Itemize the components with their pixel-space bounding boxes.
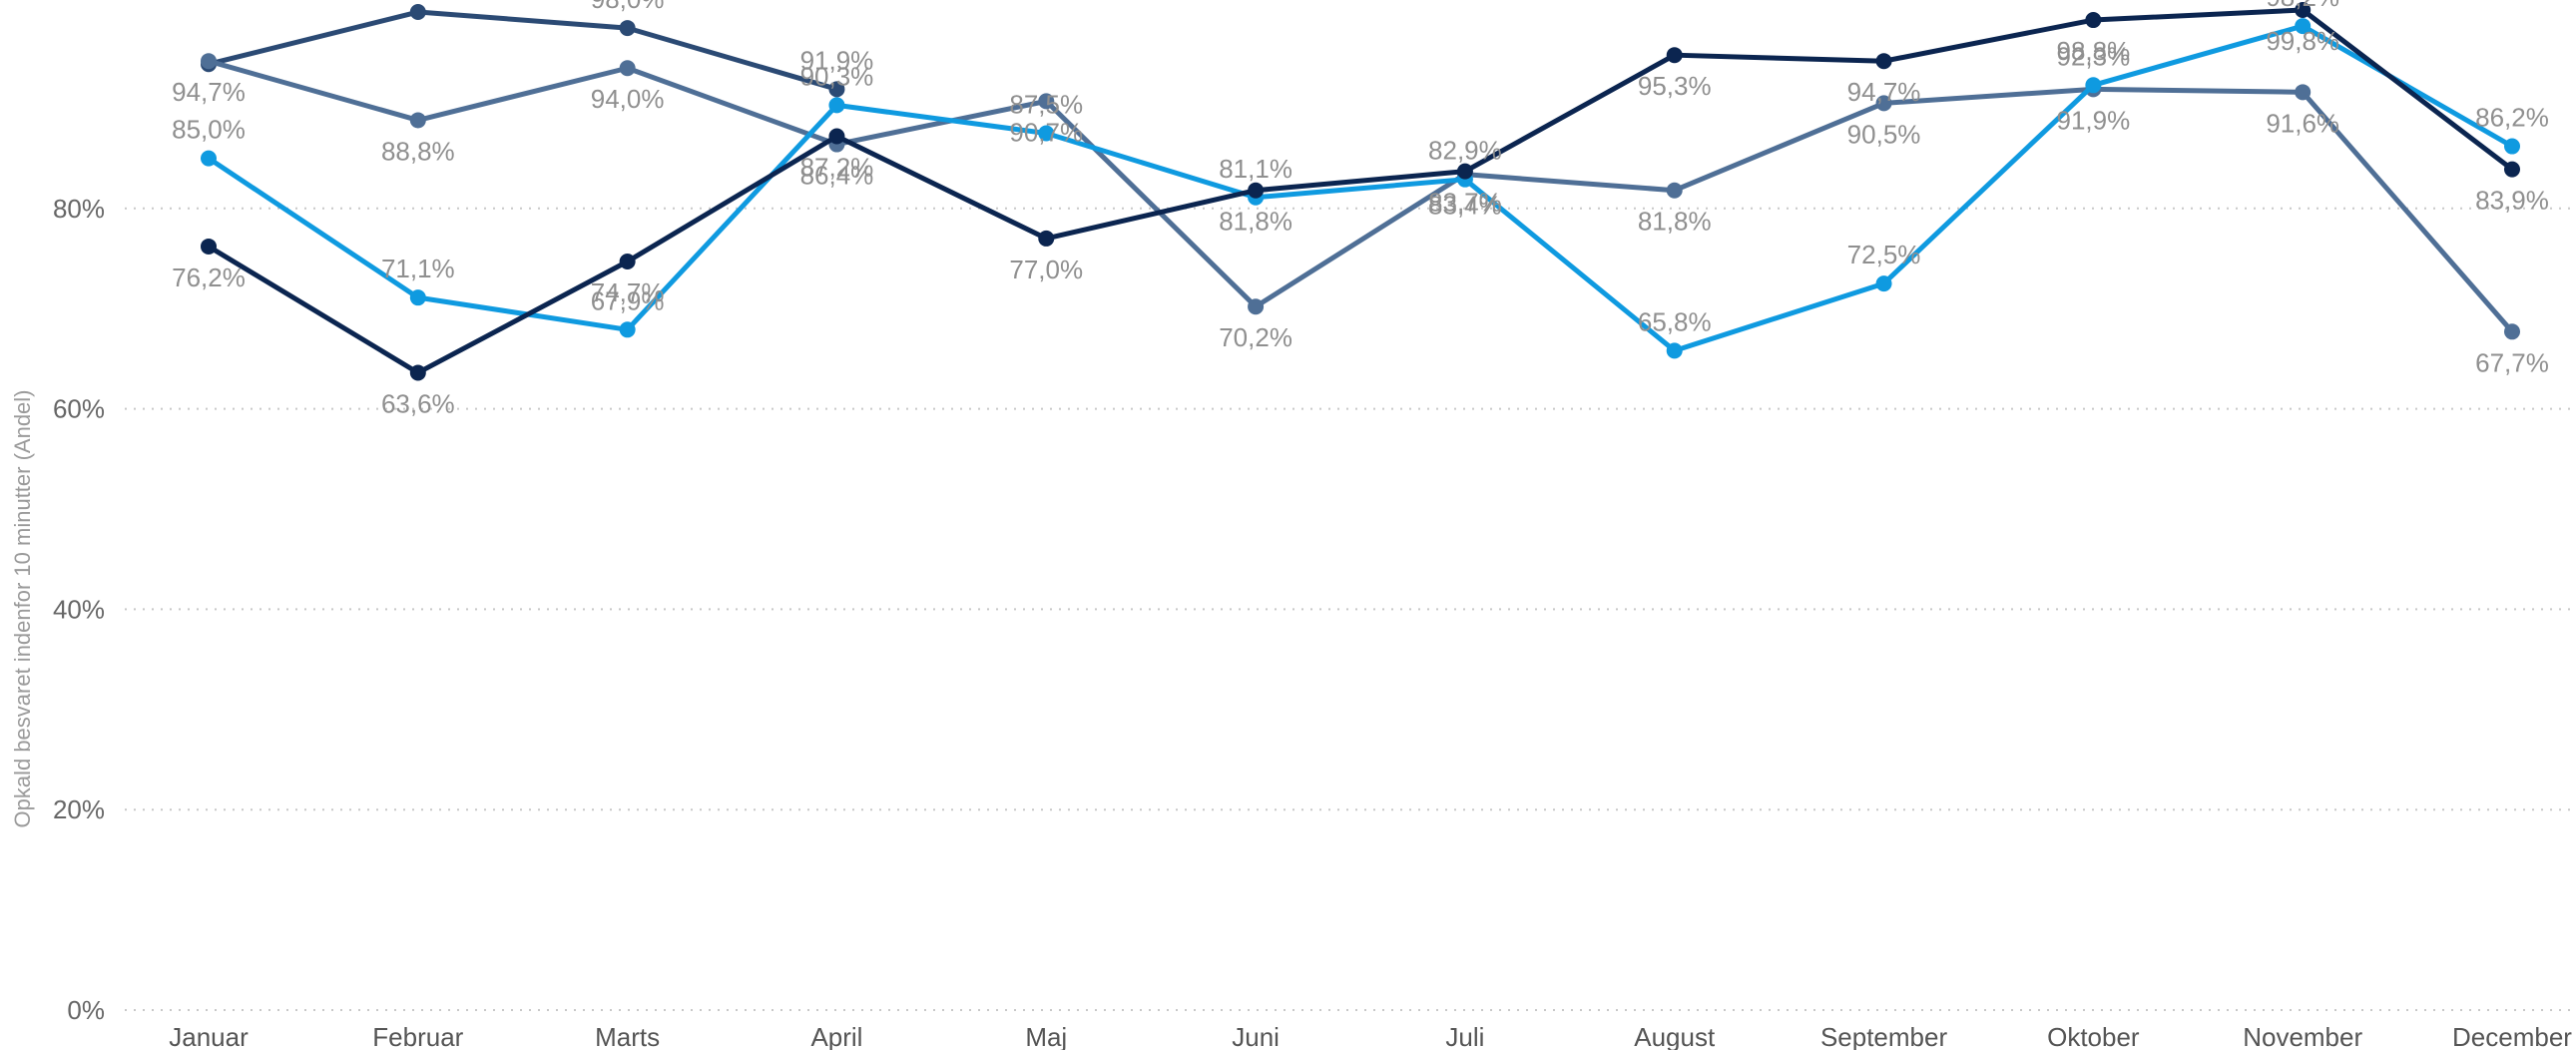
data-point	[201, 53, 217, 70]
data-label: 94,7%	[172, 77, 246, 107]
data-label: 98,8%	[2056, 36, 2130, 66]
data-point	[828, 128, 845, 145]
data-label: 77,0%	[1009, 255, 1083, 284]
data-point	[828, 97, 845, 114]
data-point	[619, 321, 636, 338]
y-axis-label: Opkald besvaret indenfor 10 minutter (An…	[10, 389, 35, 827]
data-label: 72,5%	[1847, 240, 1921, 269]
data-label: 92,3%	[2056, 41, 2130, 71]
data-point	[1248, 298, 1265, 315]
data-point	[1875, 275, 1892, 292]
x-tick-label: August	[1634, 1022, 1716, 1050]
data-label: 83,7%	[1428, 188, 1502, 218]
x-tick-label: December	[2452, 1022, 2572, 1050]
data-label: 67,9%	[591, 285, 665, 315]
data-point	[201, 238, 217, 255]
data-label: 86,4%	[800, 161, 874, 191]
data-label: 63,6%	[381, 388, 455, 418]
data-point	[1248, 182, 1265, 199]
x-tick-label: Marts	[595, 1022, 660, 1050]
data-point	[1038, 93, 1055, 110]
data-point	[828, 81, 845, 98]
data-point	[1875, 53, 1892, 70]
data-label: 91,9%	[2056, 105, 2130, 135]
data-label: 95,3%	[1638, 71, 1712, 101]
data-point	[619, 20, 636, 37]
data-label: 74,7%	[591, 277, 665, 307]
data-point	[619, 60, 636, 77]
data-point	[1666, 47, 1683, 64]
data-label: 67,7%	[2475, 347, 2549, 377]
data-point	[2504, 323, 2520, 340]
y-tick-label: 60%	[53, 394, 105, 424]
data-label: 71,1%	[381, 254, 455, 283]
data-point	[2085, 77, 2102, 94]
data-label: 87,5%	[1009, 90, 1083, 120]
series-line	[207, 7, 2514, 375]
data-point	[1875, 95, 1892, 112]
x-tick-label: Oktober	[2047, 1022, 2140, 1050]
data-point	[1456, 163, 1473, 180]
data-label: 94,0%	[591, 84, 665, 114]
x-tick-label: Februar	[372, 1022, 463, 1050]
y-tick-label: 20%	[53, 794, 105, 824]
data-label: 90,3%	[800, 61, 874, 91]
data-label: 90,7%	[1009, 117, 1083, 147]
data-point	[409, 4, 426, 21]
x-tick-label: Januar	[169, 1022, 249, 1050]
data-label: 86,2%	[2475, 103, 2549, 133]
data-label: 99,8%	[2266, 26, 2339, 56]
data-point	[619, 254, 636, 270]
series-line	[208, 58, 2514, 333]
data-label: 90,5%	[1847, 119, 1921, 149]
x-tick-label: September	[1820, 1022, 1948, 1050]
data-point	[409, 289, 426, 306]
data-point	[201, 150, 217, 167]
data-point	[2295, 2, 2312, 19]
data-point	[1666, 342, 1683, 359]
data-label: 65,8%	[1638, 306, 1712, 336]
data-point	[409, 364, 426, 381]
x-tick-label: November	[2243, 1022, 2362, 1050]
y-tick-label: 40%	[53, 594, 105, 624]
data-label: 87,2%	[800, 153, 874, 183]
x-tick-label: Juli	[1445, 1022, 1484, 1050]
data-point	[2504, 161, 2520, 178]
data-label: 88,8%	[381, 136, 455, 166]
data-label: 70,2%	[1219, 322, 1292, 352]
data-point	[1666, 182, 1683, 199]
x-tick-label: Juni	[1232, 1022, 1280, 1050]
data-label: 81,1%	[1219, 154, 1292, 184]
data-label: 76,2%	[172, 262, 246, 292]
series-line	[208, 9, 838, 92]
data-label: 85,0%	[172, 115, 246, 145]
data-label: 98,2%	[2266, 0, 2339, 12]
data-point	[409, 112, 426, 129]
data-label: 81,8%	[1638, 207, 1712, 237]
data-point	[2295, 18, 2312, 35]
data-label: 83,9%	[2475, 186, 2549, 216]
data-label: 91,6%	[2266, 108, 2339, 138]
data-point	[2085, 12, 2102, 29]
data-point	[1038, 230, 1055, 247]
series-line	[207, 23, 2514, 353]
x-tick-label: Maj	[1025, 1022, 1067, 1050]
x-tick-label: April	[810, 1022, 862, 1050]
data-label: 83,4%	[1428, 191, 1502, 221]
data-label: 81,8%	[1219, 207, 1292, 237]
data-label: 98,0%	[591, 0, 665, 14]
data-point	[2295, 84, 2312, 101]
data-point	[1038, 125, 1055, 142]
data-point	[2504, 138, 2520, 155]
data-label: 82,9%	[1428, 136, 1502, 166]
data-label: 91,9%	[800, 45, 874, 75]
y-tick-label: 0%	[67, 995, 105, 1025]
y-tick-label: 80%	[53, 194, 105, 224]
data-label: 94,7%	[1847, 77, 1921, 107]
